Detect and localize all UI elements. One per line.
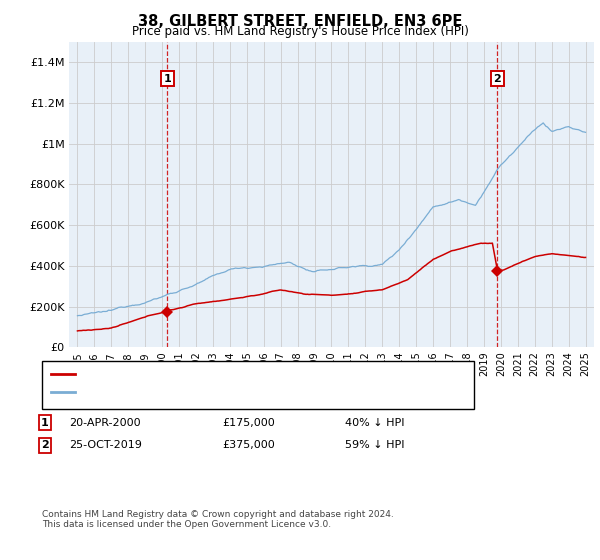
Text: 20-APR-2000: 20-APR-2000 (69, 418, 140, 428)
Text: 38, GILBERT STREET, ENFIELD, EN3 6PE (detached house): 38, GILBERT STREET, ENFIELD, EN3 6PE (de… (81, 368, 382, 379)
Text: 1: 1 (41, 418, 49, 428)
Text: 2: 2 (41, 440, 49, 450)
Text: 59% ↓ HPI: 59% ↓ HPI (345, 440, 404, 450)
Text: Contains HM Land Registry data © Crown copyright and database right 2024.
This d: Contains HM Land Registry data © Crown c… (42, 510, 394, 529)
Text: 40% ↓ HPI: 40% ↓ HPI (345, 418, 404, 428)
Text: 25-OCT-2019: 25-OCT-2019 (69, 440, 142, 450)
Text: HPI: Average price, detached house, Enfield: HPI: Average price, detached house, Enfi… (81, 387, 310, 397)
Text: Price paid vs. HM Land Registry's House Price Index (HPI): Price paid vs. HM Land Registry's House … (131, 25, 469, 38)
Text: 1: 1 (163, 73, 171, 83)
Text: £175,000: £175,000 (222, 418, 275, 428)
Text: £375,000: £375,000 (222, 440, 275, 450)
Text: 38, GILBERT STREET, ENFIELD, EN3 6PE: 38, GILBERT STREET, ENFIELD, EN3 6PE (138, 14, 462, 29)
Text: 2: 2 (494, 73, 502, 83)
